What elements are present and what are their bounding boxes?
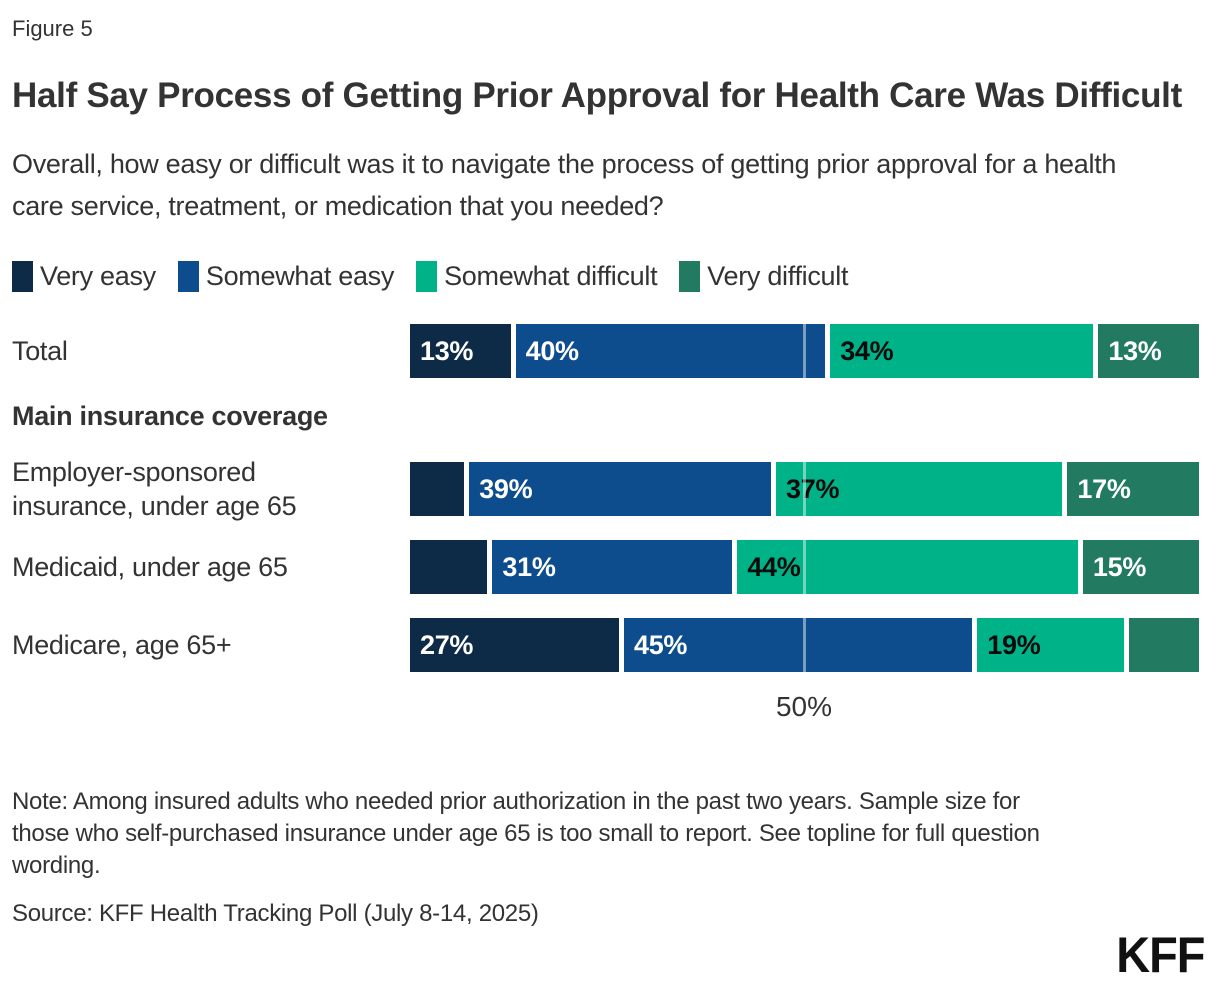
note-text: Note: Among insured adults who needed pr… [12,788,1040,879]
legend-label: Very difficult [707,261,849,291]
bar-value-label: 40% [525,335,579,366]
stacked-bar-chart: Total 13% 40% 34% 13% Main insurance coverage… [12,324,1208,724]
row-label: Total [12,336,68,366]
chart-rows: Total 13% 40% 34% 13% Main insurance coverage… [12,324,1208,672]
bar-value-label: 37% [786,473,840,504]
legend-swatch-icon [679,261,701,292]
bar-segment-very-difficult: 17% [1067,462,1199,516]
bar-value-label: 13% [1108,335,1162,366]
bar-segment-somewhat-easy: 31% [492,540,733,594]
legend-swatch-icon [12,261,33,292]
source-text: Source: KFF Health Tracking Poll (July 8… [12,900,539,927]
bar-value-label: 17% [1077,473,1131,504]
bar-segment-very-easy: 27% [410,618,619,672]
stacked-bar: 39% 37% 17% [410,462,1199,516]
bar-value-label: 13% [420,335,474,366]
stacked-bar: 31% 44% 15% [410,540,1199,594]
chart-title: Half Say Process of Getting Prior Approv… [12,76,1182,115]
bar-value-label: 27% [420,629,474,660]
bar-segment-very-difficult: 15% [1082,540,1199,594]
bar-segment-somewhat-difficult: 19% [977,618,1125,672]
bar-value-label: 31% [502,551,556,582]
bar-value-label: 39% [479,473,533,504]
bar-value-label: 45% [633,629,688,660]
bar-value-label: 19% [987,629,1041,660]
row-label: Medicare, age 65+ [12,630,232,660]
stacked-bar: 13% 40% 34% 13% [410,324,1199,378]
bar-segment-very-easy: 13% [410,324,511,378]
bar-segment-very-easy [410,462,465,516]
legend-item: Somewhat easy [177,261,395,292]
bar-segment-very-difficult [1129,618,1199,672]
stacked-bar: 27% 45% 19% [410,618,1199,672]
legend-label: Somewhat easy [205,261,395,291]
chart-subtitle: Overall, how easy or difficult was it to… [12,149,1117,221]
kff-logo: KFF [1115,926,1205,983]
bar-value-label: 44% [747,551,801,582]
legend-swatch-icon [416,261,438,292]
x-axis: 50% [12,690,1208,724]
bar-value-label: 34% [840,335,894,366]
bar-segment-somewhat-difficult: 44% [737,540,1078,594]
chart-row: Total 13% 40% 34% 13% [12,324,1208,378]
legend: Very easy Somewhat easy Somewhat difficult… [12,261,1208,292]
bar-segment-very-difficult: 13% [1098,324,1199,378]
bar-segment-somewhat-easy: 39% [469,462,772,516]
bar-value-label: 15% [1092,551,1147,582]
legend-item: Very difficult [679,261,848,292]
bar-segment-somewhat-difficult: 37% [776,462,1063,516]
axis-tick-label: 50% [775,691,833,722]
bar-segment-somewhat-difficult: 34% [830,324,1094,378]
chart-row: Medicaid, under age 65 31% 44% 15% [12,540,1208,594]
section-header: Main insurance coverage [12,401,328,431]
figure-label: Figure 5 [12,16,93,41]
bar-segment-somewhat-easy: 45% [623,618,973,672]
legend-item: Very easy [12,261,156,292]
chart-row: Medicare, age 65+ 27% 45% 19% [12,618,1208,672]
legend-swatch-icon [177,261,199,292]
chart-row: Employer-sponsored insurance, under age … [12,457,1208,521]
bar-segment-somewhat-easy: 40% [515,324,826,378]
legend-label: Very easy [40,261,156,291]
bar-segment-very-easy [410,540,488,594]
legend-label: Somewhat difficult [444,261,658,291]
row-label: Employer-sponsored insurance, under age … [12,457,297,521]
row-label: Medicaid, under age 65 [12,552,288,582]
legend-item: Somewhat difficult [416,261,658,292]
